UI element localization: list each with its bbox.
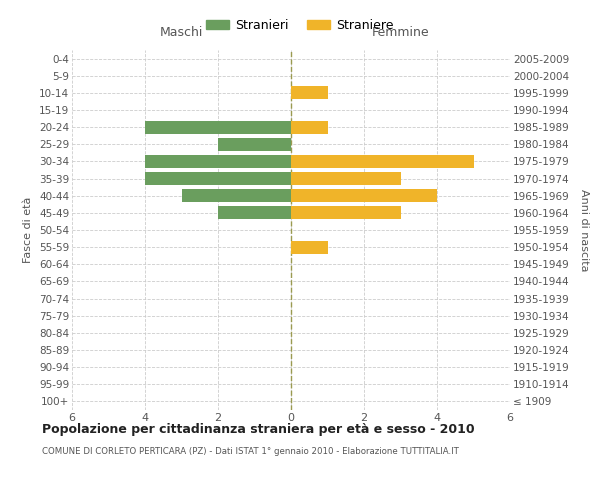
Bar	[291, 240, 328, 254]
Bar	[218, 138, 291, 150]
Bar	[291, 86, 328, 100]
Bar	[218, 206, 291, 220]
Y-axis label: Anni di nascita: Anni di nascita	[579, 188, 589, 271]
Bar	[145, 155, 291, 168]
Bar	[291, 155, 473, 168]
Text: Femmine: Femmine	[371, 26, 430, 39]
Text: Popolazione per cittadinanza straniera per età e sesso - 2010: Popolazione per cittadinanza straniera p…	[42, 422, 475, 436]
Bar	[145, 120, 291, 134]
Text: Maschi: Maschi	[160, 26, 203, 39]
Bar	[291, 190, 437, 202]
Bar	[182, 190, 291, 202]
Bar	[291, 206, 401, 220]
Bar	[291, 120, 328, 134]
Bar	[145, 172, 291, 185]
Text: COMUNE DI CORLETO PERTICARA (PZ) - Dati ISTAT 1° gennaio 2010 - Elaborazione TUT: COMUNE DI CORLETO PERTICARA (PZ) - Dati …	[42, 448, 459, 456]
Bar	[291, 172, 401, 185]
Y-axis label: Fasce di età: Fasce di età	[23, 197, 34, 263]
Legend: Stranieri, Straniere: Stranieri, Straniere	[202, 14, 398, 37]
